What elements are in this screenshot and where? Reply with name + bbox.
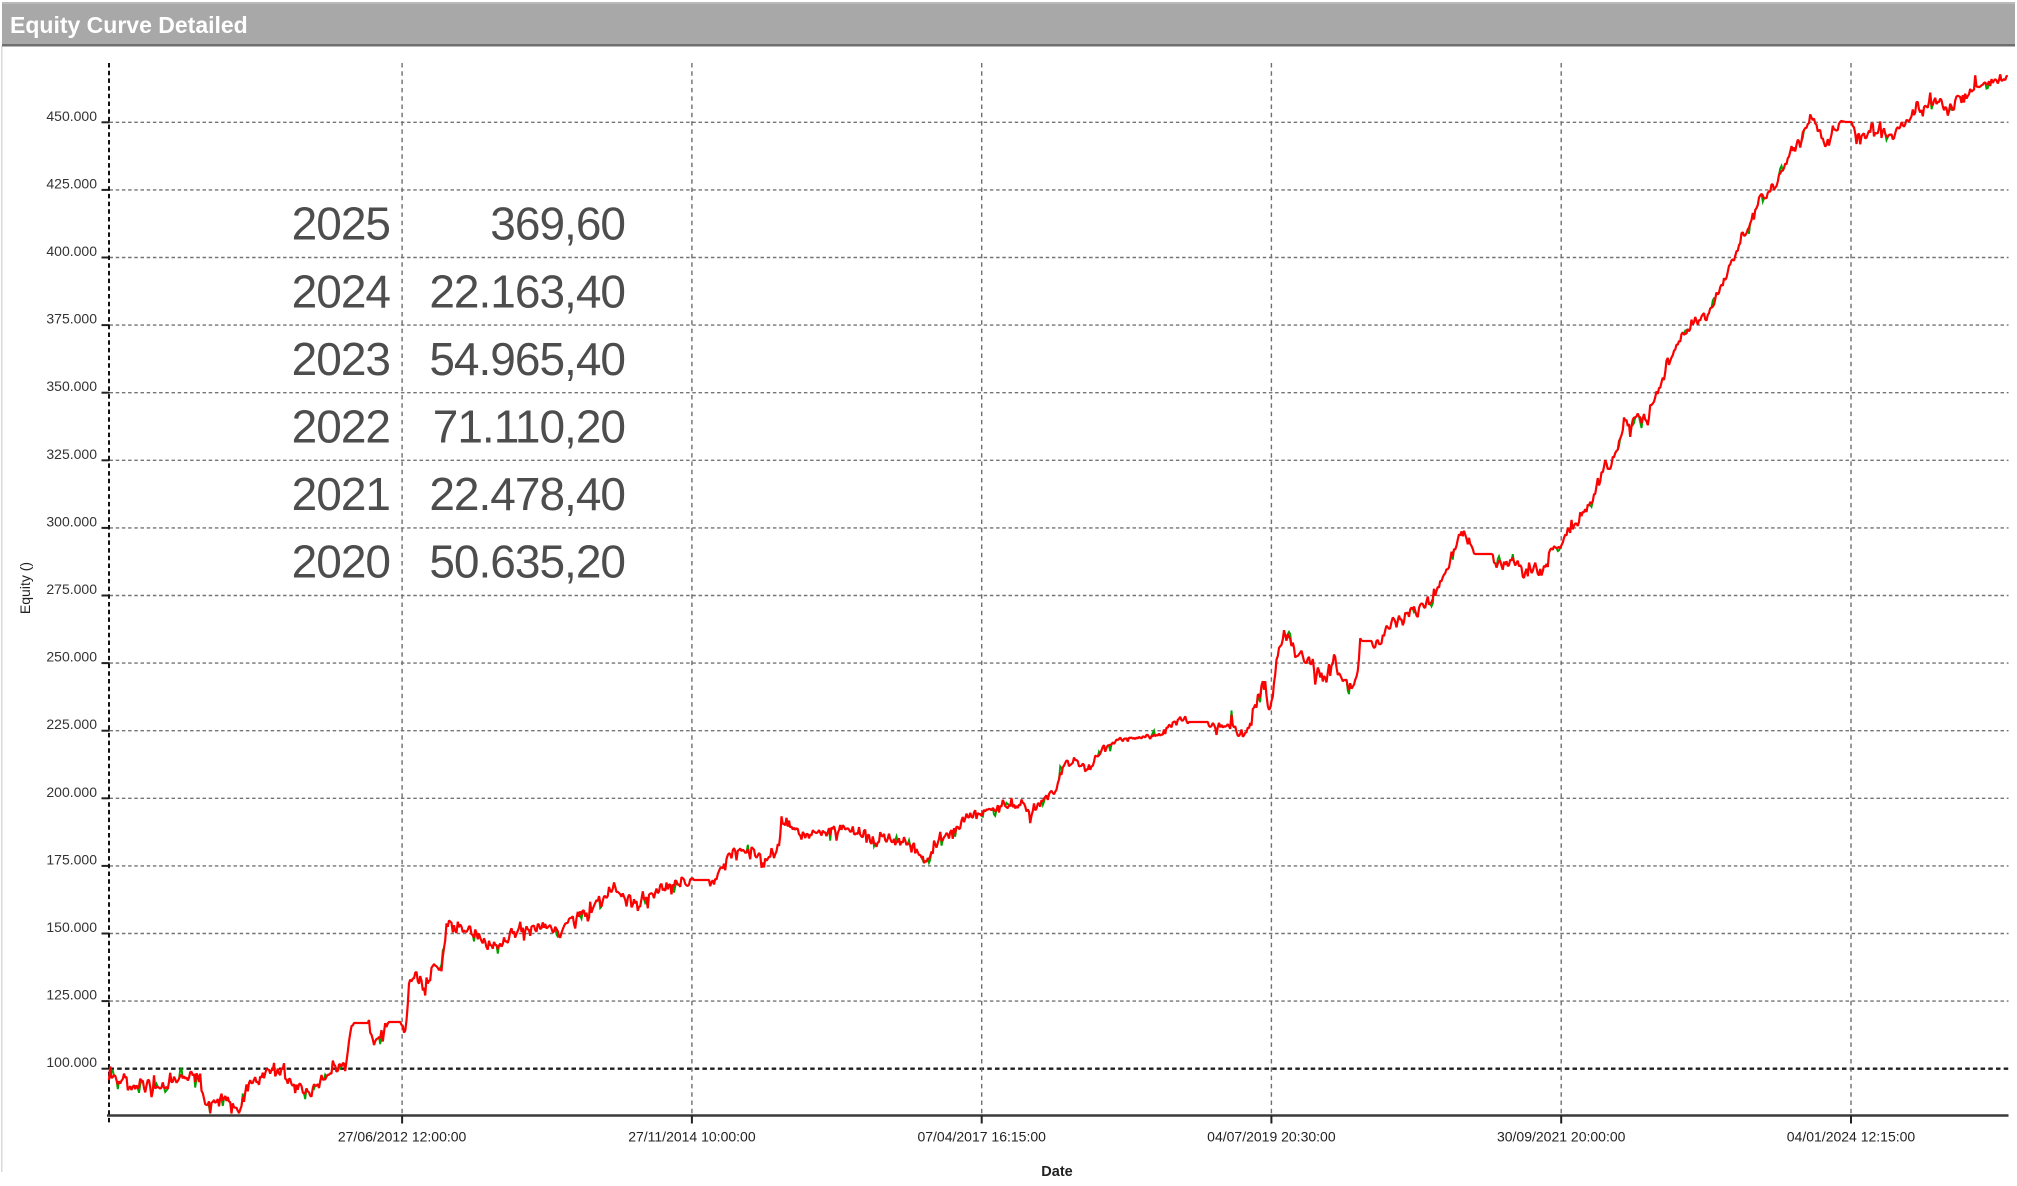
svg-text:50.635,20: 50.635,20 bbox=[429, 536, 625, 588]
svg-text:2022: 2022 bbox=[292, 401, 390, 453]
svg-text:54.965,40: 54.965,40 bbox=[429, 333, 625, 385]
svg-text:425.000: 425.000 bbox=[46, 175, 97, 191]
svg-text:375.000: 375.000 bbox=[46, 311, 97, 327]
svg-text:2021: 2021 bbox=[292, 468, 390, 520]
svg-text:07/04/2017 16:15:00: 07/04/2017 16:15:00 bbox=[917, 1129, 1046, 1145]
svg-text:300.000: 300.000 bbox=[46, 513, 97, 529]
svg-text:150.000: 150.000 bbox=[46, 919, 97, 935]
svg-text:200.000: 200.000 bbox=[46, 784, 97, 800]
svg-text:Date: Date bbox=[1041, 1164, 1072, 1180]
svg-text:275.000: 275.000 bbox=[46, 581, 97, 597]
svg-text:369,60: 369,60 bbox=[490, 198, 625, 250]
svg-text:100.000: 100.000 bbox=[46, 1054, 97, 1070]
svg-text:30/09/2021 20:00:00: 30/09/2021 20:00:00 bbox=[1497, 1129, 1626, 1145]
svg-text:225.000: 225.000 bbox=[46, 716, 97, 732]
svg-text:22.163,40: 22.163,40 bbox=[429, 265, 625, 317]
svg-text:400.000: 400.000 bbox=[46, 243, 97, 259]
svg-text:71.110,20: 71.110,20 bbox=[433, 401, 625, 453]
svg-text:175.000: 175.000 bbox=[46, 851, 97, 867]
svg-text:04/01/2024 12:15:00: 04/01/2024 12:15:00 bbox=[1787, 1129, 1916, 1145]
svg-text:350.000: 350.000 bbox=[46, 378, 97, 394]
svg-text:Equity (): Equity () bbox=[17, 562, 33, 614]
svg-text:04/07/2019 20:30:00: 04/07/2019 20:30:00 bbox=[1207, 1129, 1336, 1145]
svg-text:2025: 2025 bbox=[292, 198, 390, 250]
svg-text:27/06/2012 12:00:00: 27/06/2012 12:00:00 bbox=[338, 1129, 467, 1145]
svg-text:250.000: 250.000 bbox=[46, 649, 97, 665]
svg-text:2024: 2024 bbox=[292, 265, 391, 317]
svg-text:27/11/2014 10:00:00: 27/11/2014 10:00:00 bbox=[628, 1129, 756, 1145]
svg-text:22.478,40: 22.478,40 bbox=[429, 468, 625, 520]
svg-text:2020: 2020 bbox=[292, 536, 390, 588]
svg-text:2023: 2023 bbox=[292, 333, 390, 385]
svg-text:450.000: 450.000 bbox=[46, 108, 97, 124]
svg-text:125.000: 125.000 bbox=[46, 987, 97, 1003]
svg-text:Equity Curve Detailed: Equity Curve Detailed bbox=[10, 12, 248, 38]
svg-text:325.000: 325.000 bbox=[46, 446, 97, 462]
